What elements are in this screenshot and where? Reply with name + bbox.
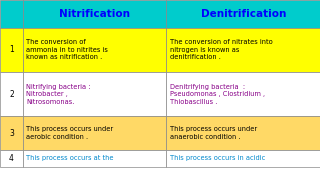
Text: Nitrification: Nitrification — [59, 9, 130, 19]
Text: Denitrifying bacteria  :
Pseudomonas , Clostridium ,
Thiobascillus .: Denitrifying bacteria : Pseudomonas , Cl… — [170, 84, 265, 105]
Text: 3: 3 — [9, 129, 14, 138]
Bar — [0, 116, 23, 150]
Bar — [0, 72, 23, 116]
Bar — [23, 0, 166, 28]
Text: 2: 2 — [9, 89, 14, 99]
Bar — [0, 150, 23, 166]
Text: This process occurs under
aerobic condition .: This process occurs under aerobic condit… — [26, 126, 113, 140]
Bar — [166, 150, 320, 166]
Bar — [0, 28, 23, 72]
Text: Nitrifying bacteria :
Nitrobacter ,
Nitrosomonas.: Nitrifying bacteria : Nitrobacter , Nitr… — [26, 84, 91, 105]
Bar — [166, 72, 320, 116]
Text: The conversion of
ammonia in to nitrites is
known as nitrification .: The conversion of ammonia in to nitrites… — [26, 39, 108, 60]
Bar — [166, 116, 320, 150]
Text: 1: 1 — [9, 46, 14, 55]
Bar — [23, 116, 166, 150]
Text: Denitrification: Denitrification — [201, 9, 286, 19]
Text: The conversion of nitrates into
nitrogen is known as
denitrification .: The conversion of nitrates into nitrogen… — [170, 39, 272, 60]
Bar — [23, 28, 166, 72]
Bar — [166, 0, 320, 28]
Bar — [23, 150, 166, 166]
Bar — [166, 28, 320, 72]
Bar — [23, 72, 166, 116]
Text: 4: 4 — [9, 154, 14, 163]
Bar — [0, 0, 23, 28]
Text: This process occurs in acidic: This process occurs in acidic — [170, 155, 265, 161]
Text: This process occurs under
anaerobic condition .: This process occurs under anaerobic cond… — [170, 126, 257, 140]
Text: This process occurs at the: This process occurs at the — [26, 155, 114, 161]
